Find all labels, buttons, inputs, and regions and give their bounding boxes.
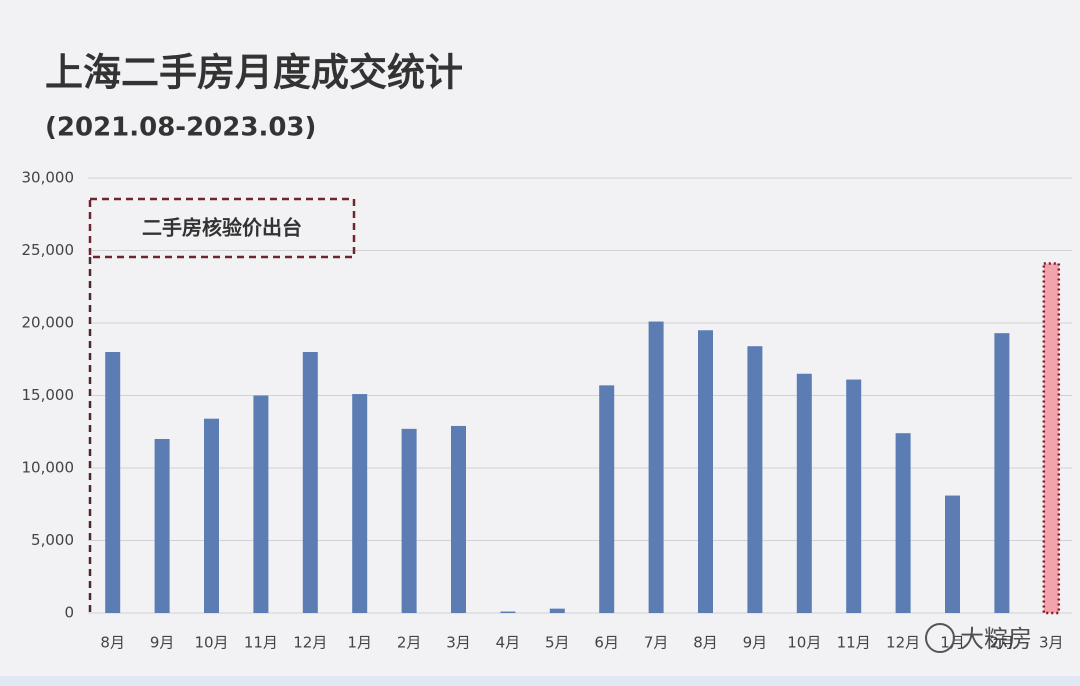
watermark: 大粽房 — [925, 623, 1032, 653]
x-tick-label: 4月 — [496, 634, 521, 652]
plot-area: 0 5,000 10,000 15,000 20,000 25,000 30,000 8月 9月… — [22, 169, 1072, 652]
x-tick-label: 2月 — [990, 634, 1015, 652]
bar — [648, 321, 664, 613]
x-tick-label: 8月 — [100, 634, 125, 652]
chart-subtitle: (2021.08-2023.03) — [45, 113, 316, 143]
x-tick-label: 12月 — [886, 634, 920, 652]
chart-title: 上海二手房月度成交统计 — [45, 51, 463, 95]
x-tick-label: 12月 — [293, 634, 327, 652]
bar — [253, 395, 269, 613]
y-tick-label: 25,000 — [22, 241, 75, 259]
watermark-icon — [925, 623, 955, 653]
y-tick-label: 0 — [64, 604, 74, 622]
bar — [846, 379, 862, 613]
bar — [895, 433, 911, 613]
x-tick-label: 11月 — [244, 634, 278, 652]
watermark-text: 大粽房 — [960, 625, 1032, 653]
y-tick-label: 20,000 — [22, 314, 75, 332]
x-tick-label: 3月 — [1039, 634, 1064, 652]
bar — [747, 346, 763, 613]
bar — [549, 608, 565, 613]
x-tick-label: 3月 — [446, 634, 471, 652]
x-tick-label: 6月 — [594, 634, 619, 652]
bar — [105, 352, 121, 613]
bar — [1042, 262, 1061, 615]
bar — [302, 352, 318, 613]
bar — [500, 611, 516, 613]
y-tick-label: 30,000 — [22, 169, 75, 187]
bar — [451, 425, 466, 613]
bar — [204, 418, 219, 613]
x-tick-label: 9月 — [150, 634, 175, 652]
x-tick-label: 9月 — [743, 634, 768, 652]
annotation-box — [88, 197, 356, 259]
y-tick-label: 15,000 — [22, 386, 75, 404]
x-tick-label: 11月 — [837, 634, 871, 652]
bottom-strip — [0, 676, 1080, 686]
annotation-text: 二手房核验价出台 — [142, 216, 302, 240]
bar — [698, 330, 713, 613]
bar — [401, 428, 417, 613]
x-tick-label: 5月 — [545, 634, 570, 652]
x-tick-label: 10月 — [787, 634, 821, 652]
y-tick-label: 10,000 — [22, 459, 75, 477]
x-tick-label: 10月 — [194, 634, 228, 652]
bar — [994, 333, 1010, 613]
x-tick-label: 7月 — [644, 634, 669, 652]
x-tick-label: 8月 — [693, 634, 718, 652]
x-tick-label: 2月 — [397, 634, 422, 652]
bar — [352, 394, 368, 613]
bar — [154, 439, 170, 613]
bar — [599, 385, 615, 613]
y-tick-label: 5,000 — [31, 531, 74, 549]
bar — [796, 373, 812, 613]
bar — [945, 495, 960, 613]
x-tick-label: 1月 — [347, 634, 372, 652]
